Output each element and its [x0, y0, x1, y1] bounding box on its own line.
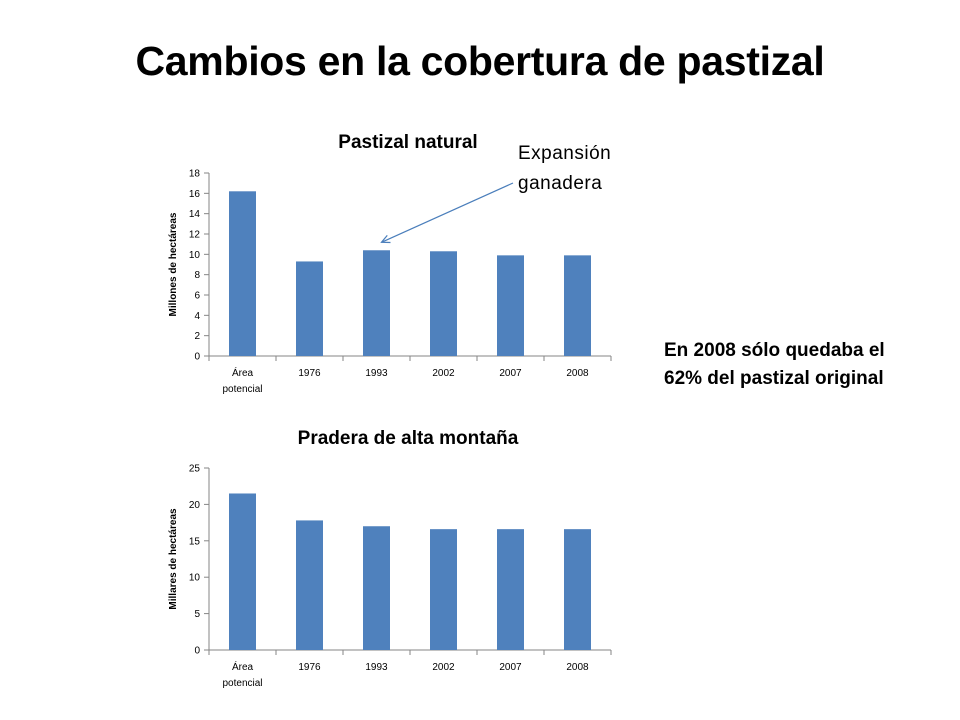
- summary-note: En 2008 sólo quedaba el 62% del pastizal…: [664, 337, 934, 393]
- x-tick-label: potencial: [222, 384, 262, 395]
- y-tick-label: 15: [189, 536, 201, 547]
- slide-title: Cambios en la cobertura de pastizal: [135, 38, 825, 84]
- x-tick-label: 2008: [566, 662, 589, 673]
- bar-area-potencial: [229, 493, 256, 650]
- y-tick-label: 10: [189, 573, 201, 584]
- y-tick-label: 6: [194, 291, 200, 302]
- y-tick-label: 18: [189, 169, 201, 180]
- chart-title-pastizal-natural: Pastizal natural: [338, 132, 478, 153]
- x-tick-label: potencial: [222, 678, 262, 689]
- bar-2002: [430, 251, 457, 356]
- x-tick-label: 1993: [365, 368, 388, 379]
- y-tick-label: 20: [189, 500, 201, 511]
- bar-2007: [497, 255, 524, 356]
- y-tick-label: 25: [189, 464, 201, 475]
- annotation-arrow: [381, 182, 514, 243]
- bar-2002: [430, 529, 457, 650]
- bar-area-potencial: [229, 191, 256, 356]
- bar-2008: [564, 529, 591, 650]
- x-tick-label: 2002: [432, 368, 455, 379]
- summary-note-line-2: 62% del pastizal original: [664, 368, 884, 389]
- annotation-expansion-ganadera: Expansión ganadera: [518, 139, 658, 199]
- y-tick-label: 4: [194, 311, 200, 322]
- x-tick-label: Área: [232, 366, 254, 379]
- y-tick-label: 8: [194, 270, 200, 281]
- y-tick-label: 2: [194, 331, 200, 342]
- x-tick-label: 2008: [566, 368, 589, 379]
- bar-1993: [363, 526, 390, 650]
- annotation-arrowhead: [380, 234, 391, 244]
- y-axis-title: Millones de hectáreas: [168, 212, 179, 316]
- y-tick-label: 10: [189, 250, 201, 261]
- bar-1993: [363, 250, 390, 356]
- bar-1976: [296, 520, 323, 650]
- x-tick-label: 1976: [298, 662, 321, 673]
- y-tick-label: 14: [189, 209, 201, 220]
- y-tick-label: 0: [194, 352, 200, 363]
- bar-1976: [296, 261, 323, 356]
- annotation-line-1: Expansión: [518, 143, 612, 164]
- x-tick-label: Área: [232, 660, 254, 673]
- x-tick-label: 2002: [432, 662, 455, 673]
- chart-title-pradera-alta-montana: Pradera de alta montaña: [297, 428, 519, 449]
- y-tick-label: 16: [189, 189, 201, 200]
- x-tick-label: 1993: [365, 662, 388, 673]
- bar-2008: [564, 255, 591, 356]
- y-tick-label: 0: [194, 646, 200, 657]
- annotation-line-2: ganadera: [518, 173, 603, 194]
- x-tick-label: 2007: [499, 662, 522, 673]
- y-tick-label: 12: [189, 230, 201, 241]
- summary-note-line-1: En 2008 sólo quedaba el: [664, 340, 885, 361]
- x-tick-label: 2007: [499, 368, 522, 379]
- bar-2007: [497, 529, 524, 650]
- y-tick-label: 5: [194, 609, 200, 620]
- y-axis-title: Millares de hectáreas: [168, 508, 179, 610]
- x-tick-label: 1976: [298, 368, 321, 379]
